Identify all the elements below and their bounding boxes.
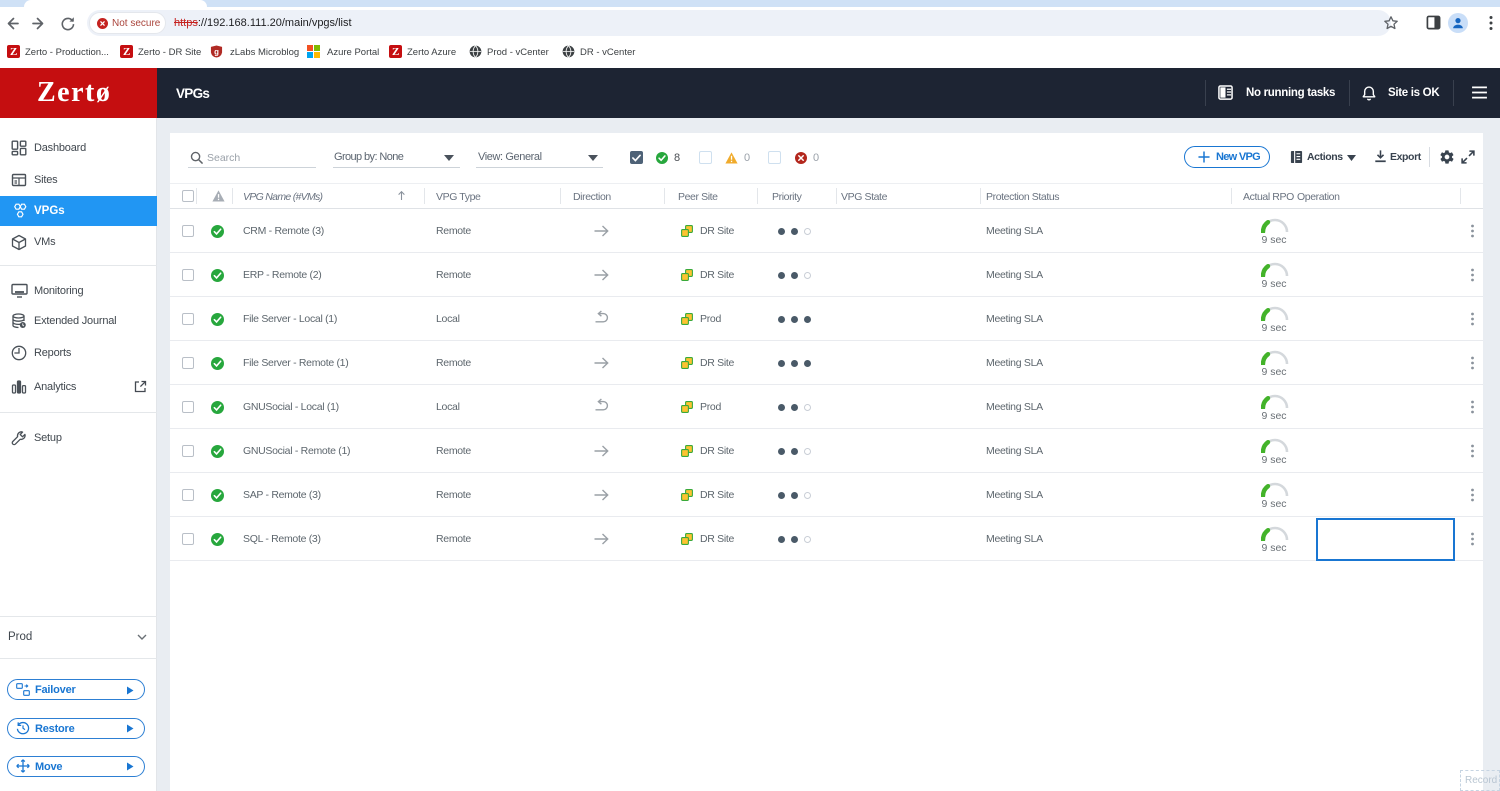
svg-text:g: g	[214, 47, 219, 56]
